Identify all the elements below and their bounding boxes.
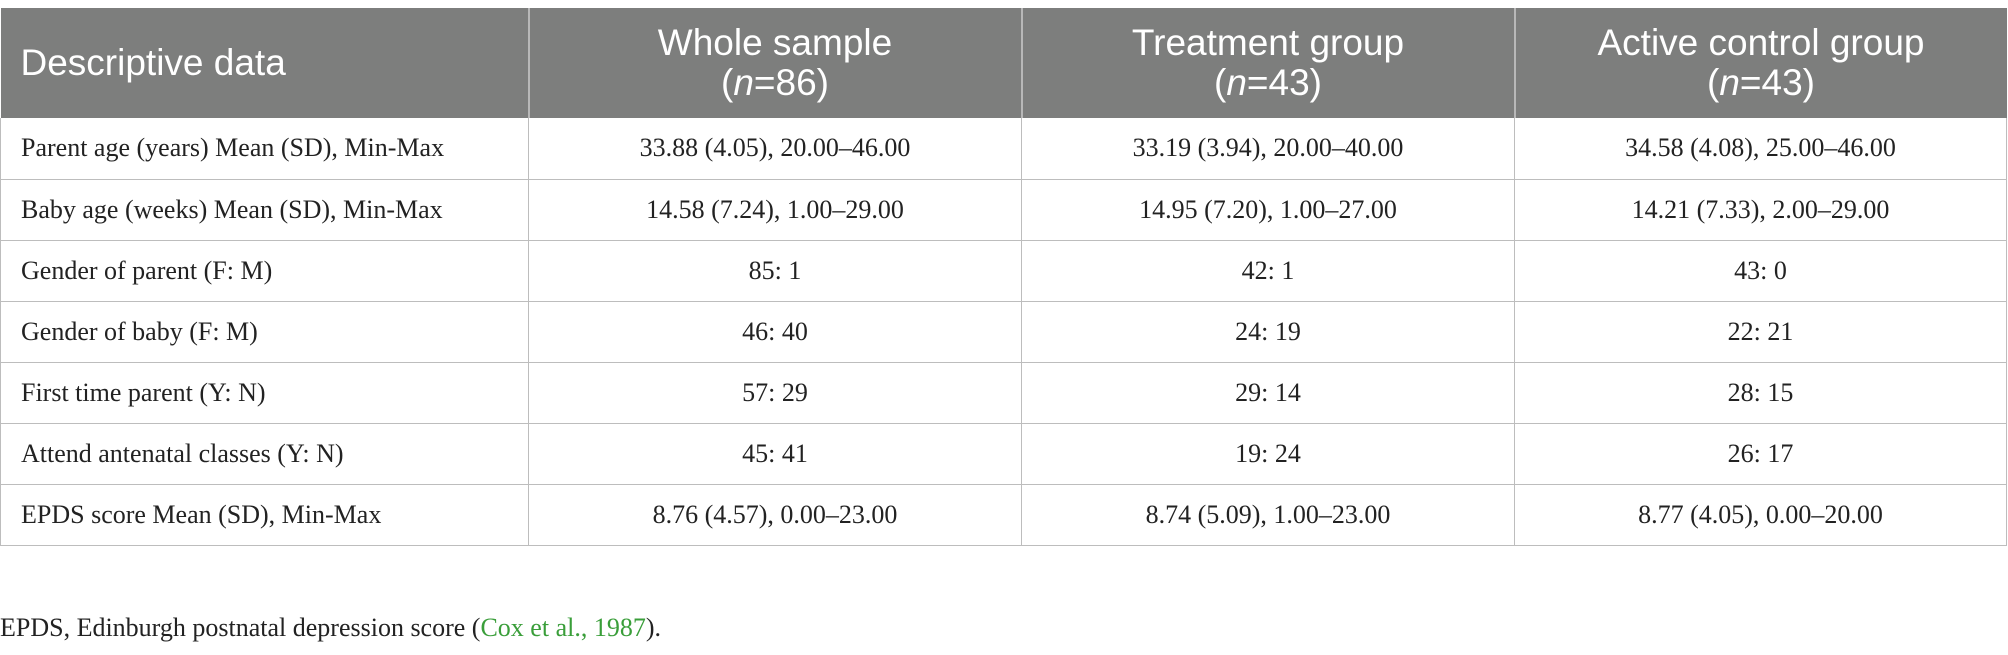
header-descriptive-data: Descriptive data xyxy=(0,8,530,118)
header-label: Whole sample xyxy=(657,22,893,63)
row-label: Gender of baby (F: M) xyxy=(0,301,529,363)
cell-whole-sample: 14.58 (7.24), 1.00–29.00 xyxy=(528,179,1022,241)
header-label: Active control group xyxy=(1597,22,1925,63)
table-row: First time parent (Y: N) 57: 29 29: 14 2… xyxy=(0,362,2007,424)
header-sample-size: (n=43) xyxy=(1707,62,1815,103)
table-row: Parent age (years) Mean (SD), Min-Max 33… xyxy=(0,118,2007,180)
footnote-text: EPDS, Edinburgh postnatal depression sco… xyxy=(0,613,481,642)
cell-treatment-group: 8.74 (5.09), 1.00–23.00 xyxy=(1021,484,1515,546)
cell-active-control-group: 14.21 (7.33), 2.00–29.00 xyxy=(1514,179,2007,241)
table-row: Baby age (weeks) Mean (SD), Min-Max 14.5… xyxy=(0,179,2007,241)
header-row: Descriptive data Whole sample (n=86) Tre… xyxy=(0,8,2007,118)
header-sample-size: (n=43) xyxy=(1214,62,1322,103)
cell-whole-sample: 85: 1 xyxy=(528,240,1022,302)
cell-treatment-group: 19: 24 xyxy=(1021,423,1515,485)
cell-whole-sample: 46: 40 xyxy=(528,301,1022,363)
row-label: EPDS score Mean (SD), Min-Max xyxy=(0,484,529,546)
row-label: Gender of parent (F: M) xyxy=(0,240,529,302)
row-label: Attend antenatal classes (Y: N) xyxy=(0,423,529,485)
footnote-text-end: ). xyxy=(645,613,662,642)
row-label: Baby age (weeks) Mean (SD), Min-Max xyxy=(0,179,529,241)
cell-active-control-group: 28: 15 xyxy=(1514,362,2007,424)
table-row: EPDS score Mean (SD), Min-Max 8.76 (4.57… xyxy=(0,484,2007,546)
table-body: Parent age (years) Mean (SD), Min-Max 33… xyxy=(0,118,2007,546)
header-active-control-group: Active control group (n=43) xyxy=(1514,8,2007,118)
cell-active-control-group: 8.77 (4.05), 0.00–20.00 xyxy=(1514,484,2007,546)
table-row: Gender of baby (F: M) 46: 40 24: 19 22: … xyxy=(0,301,2007,363)
cell-active-control-group: 26: 17 xyxy=(1514,423,2007,485)
header-treatment-group: Treatment group (n=43) xyxy=(1021,8,1516,118)
table-footnote: EPDS, Edinburgh postnatal depression sco… xyxy=(0,613,661,643)
row-label: First time parent (Y: N) xyxy=(0,362,529,424)
descriptive-data-table: Descriptive data Whole sample (n=86) Tre… xyxy=(0,8,2007,546)
table-row: Attend antenatal classes (Y: N) 45: 41 1… xyxy=(0,423,2007,485)
cell-treatment-group: 24: 19 xyxy=(1021,301,1515,363)
header-label: Descriptive data xyxy=(20,42,286,83)
header-whole-sample: Whole sample (n=86) xyxy=(528,8,1023,118)
table-row: Gender of parent (F: M) 85: 1 42: 1 43: … xyxy=(0,240,2007,302)
cell-whole-sample: 57: 29 xyxy=(528,362,1022,424)
header-label: Treatment group xyxy=(1131,22,1405,63)
cell-active-control-group: 22: 21 xyxy=(1514,301,2007,363)
cell-treatment-group: 29: 14 xyxy=(1021,362,1515,424)
cell-treatment-group: 33.19 (3.94), 20.00–40.00 xyxy=(1021,118,1515,180)
row-label: Parent age (years) Mean (SD), Min-Max xyxy=(0,118,529,180)
citation-link[interactable]: Cox et al., 1987 xyxy=(480,613,646,642)
cell-whole-sample: 8.76 (4.57), 0.00–23.00 xyxy=(528,484,1022,546)
cell-active-control-group: 34.58 (4.08), 25.00–46.00 xyxy=(1514,118,2007,180)
cell-treatment-group: 42: 1 xyxy=(1021,240,1515,302)
cell-whole-sample: 45: 41 xyxy=(528,423,1022,485)
cell-treatment-group: 14.95 (7.20), 1.00–27.00 xyxy=(1021,179,1515,241)
descriptive-data-table-container: Descriptive data Whole sample (n=86) Tre… xyxy=(0,8,2007,546)
cell-active-control-group: 43: 0 xyxy=(1514,240,2007,302)
header-sample-size: (n=86) xyxy=(721,62,829,103)
cell-whole-sample: 33.88 (4.05), 20.00–46.00 xyxy=(528,118,1022,180)
table-header: Descriptive data Whole sample (n=86) Tre… xyxy=(0,8,2007,118)
